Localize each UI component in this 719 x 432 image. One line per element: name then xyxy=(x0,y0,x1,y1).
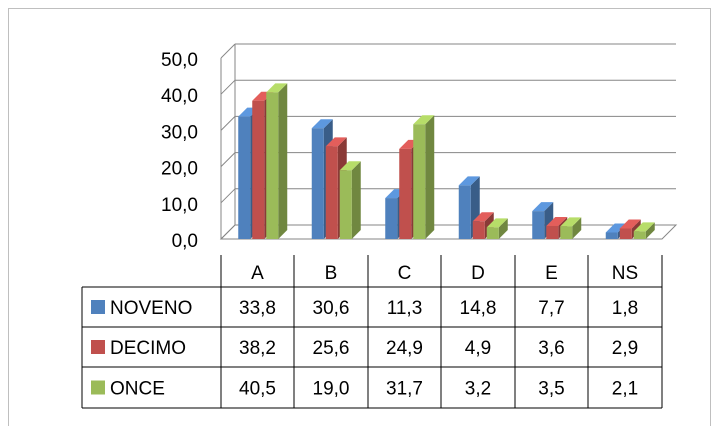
data-label: 19,0 xyxy=(313,379,350,400)
bar xyxy=(605,232,618,239)
data-label: 30,6 xyxy=(313,298,350,319)
bar xyxy=(486,227,499,239)
bar xyxy=(413,124,426,239)
data-table: A B C D E NS NOVENO 33,8 30,6 11,3 14,8 7,7 1,8 DECIM… xyxy=(81,255,663,409)
bar-side xyxy=(425,115,435,239)
bar-side xyxy=(351,161,361,239)
bar-side xyxy=(498,218,508,239)
bar xyxy=(458,185,471,239)
bar xyxy=(266,92,279,239)
data-label: 33,8 xyxy=(239,298,276,319)
bar-top xyxy=(413,115,435,125)
gridline-tick xyxy=(220,116,236,131)
gridline-tick xyxy=(220,188,236,204)
bar-top xyxy=(339,161,361,171)
bar xyxy=(633,231,646,239)
y-tick-label: 0,0 xyxy=(172,231,198,252)
bar xyxy=(325,146,338,239)
data-label: 14,8 xyxy=(460,298,497,319)
bar xyxy=(532,211,545,239)
bar xyxy=(252,100,265,239)
data-label: 3,2 xyxy=(465,379,491,400)
category-label: B xyxy=(325,263,338,284)
bar-top xyxy=(532,202,554,212)
legend-label: NOVENO xyxy=(110,298,192,319)
bar-top xyxy=(633,222,655,232)
data-label: 38,2 xyxy=(239,338,276,359)
y-tick-label: 20,0 xyxy=(161,159,198,180)
data-label: 24,9 xyxy=(386,338,423,359)
data-label: 31,7 xyxy=(386,379,423,400)
data-label: 7,7 xyxy=(538,298,564,319)
legend-label: ONCE xyxy=(110,379,165,400)
gridline-tick xyxy=(220,43,236,59)
bar xyxy=(560,226,573,239)
chart-floor xyxy=(219,224,678,240)
bar xyxy=(385,198,398,239)
data-label: 4,9 xyxy=(465,338,491,359)
category-label: C xyxy=(398,263,412,284)
bar-top xyxy=(605,223,627,233)
bar-side xyxy=(278,83,288,239)
gridline-tick xyxy=(220,152,236,167)
category-label: NS xyxy=(612,263,638,284)
data-label: 11,3 xyxy=(387,298,423,319)
legend-swatch xyxy=(91,340,105,354)
bar xyxy=(399,148,412,239)
legend-swatch xyxy=(91,380,105,395)
bar-top xyxy=(486,218,508,228)
chart-axis: 0,0 10,0 20,0 30,0 40,0 50,0 xyxy=(161,50,198,252)
chart-bars xyxy=(238,83,655,239)
legend-swatch xyxy=(91,300,105,314)
bar-top xyxy=(325,137,347,147)
bar-top xyxy=(472,212,494,222)
bar xyxy=(619,228,632,239)
legend-label: DECIMO xyxy=(110,338,186,359)
bar-top xyxy=(311,119,333,129)
bar xyxy=(339,170,352,239)
chart-back xyxy=(8,8,711,426)
data-label: 3,6 xyxy=(538,338,564,359)
data-label: 3,5 xyxy=(538,379,564,400)
bar-side xyxy=(645,222,655,239)
y-tick-label: 30,0 xyxy=(161,122,198,143)
bar xyxy=(238,116,251,239)
bar xyxy=(311,128,324,239)
category-label: A xyxy=(251,263,264,284)
data-label: 2,1 xyxy=(612,379,638,400)
bar-top xyxy=(546,216,568,226)
bar xyxy=(472,221,485,239)
bar-top xyxy=(266,83,288,93)
bar-side xyxy=(572,217,582,239)
bar xyxy=(546,225,559,239)
y-tick-label: 40,0 xyxy=(161,86,198,107)
y-tick-label: 10,0 xyxy=(161,195,198,216)
category-label: D xyxy=(471,263,485,284)
bar-top xyxy=(619,219,641,229)
bar-top xyxy=(458,176,480,186)
bar-top xyxy=(560,217,582,227)
gridline-tick xyxy=(220,79,236,95)
y-tick-label: 50,0 xyxy=(161,50,198,71)
chart-border xyxy=(8,8,711,426)
data-label: 40,5 xyxy=(239,379,276,400)
category-label: E xyxy=(545,263,558,284)
data-label: 25,6 xyxy=(313,338,350,359)
data-label: 2,9 xyxy=(612,338,638,359)
data-label: 1,8 xyxy=(612,298,638,319)
